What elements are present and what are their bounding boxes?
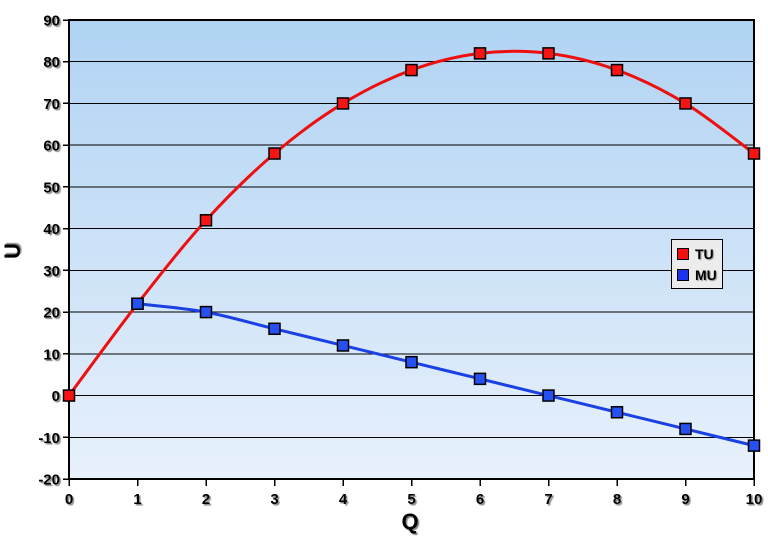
x-tick-label: 5 (407, 491, 415, 508)
y-axis-title: U (0, 243, 25, 259)
marker-tu (610, 63, 624, 77)
plot-border (68, 19, 755, 480)
y-tick-label: 20 (43, 305, 60, 322)
marker-tu (747, 147, 761, 160)
marker-mu (336, 339, 350, 352)
marker-tu (336, 97, 350, 110)
plot-area (69, 20, 754, 479)
x-tick-label: 7 (544, 491, 552, 508)
y-tick-label: 90 (43, 13, 60, 30)
series-line-tu (67, 49, 756, 398)
marker-mu (473, 372, 487, 386)
x-tick-label: 4 (339, 491, 348, 508)
marker-mu (405, 355, 418, 369)
marker-mu (199, 305, 213, 319)
legend-label-mu: MU (695, 266, 717, 283)
marker-tu (405, 63, 418, 77)
marker-tu (62, 389, 76, 402)
marker-tu (268, 147, 281, 160)
y-tick-label: 70 (43, 96, 60, 113)
marker-tu (199, 214, 213, 227)
x-tick-label: 9 (681, 491, 689, 508)
y-tick-label: 50 (43, 179, 60, 196)
marker-mu (542, 389, 555, 402)
marker-tu (473, 47, 487, 60)
mu-series-swatch-icon (677, 268, 689, 281)
x-tick-label: 0 (65, 491, 73, 508)
legend: TU MU (671, 239, 723, 289)
y-tick-label: -20 (38, 472, 60, 489)
legend-label-tu: TU (695, 245, 714, 262)
x-tick-label: 2 (202, 491, 210, 508)
marker-tu (542, 47, 555, 60)
y-tick-label: 80 (43, 54, 60, 71)
y-tick-label: 10 (43, 346, 60, 363)
y-tick-label: 40 (43, 221, 60, 238)
marker-mu (610, 405, 624, 419)
x-tick-label: 10 (746, 491, 763, 508)
marker-mu (679, 422, 692, 436)
x-tick-label: 8 (613, 491, 621, 508)
marker-tu (679, 97, 692, 110)
marker-mu (268, 322, 281, 336)
y-tick-label: 30 (43, 263, 60, 280)
y-tick-label: -10 (38, 430, 60, 447)
x-tick-label: 6 (476, 491, 484, 508)
series-line-mu (136, 302, 756, 448)
legend-item-mu: MU (677, 267, 717, 283)
y-tick-label: 60 (43, 138, 60, 155)
x-axis-title: Q (401, 509, 419, 534)
marker-mu (747, 439, 761, 452)
y-tick-label: 0 (52, 388, 60, 405)
marker-mu (131, 297, 144, 310)
tu-series-swatch-icon (677, 247, 689, 260)
x-tick-label: 3 (270, 491, 278, 508)
legend-item-tu: TU (677, 246, 717, 262)
x-tick-label: 1 (133, 491, 141, 508)
